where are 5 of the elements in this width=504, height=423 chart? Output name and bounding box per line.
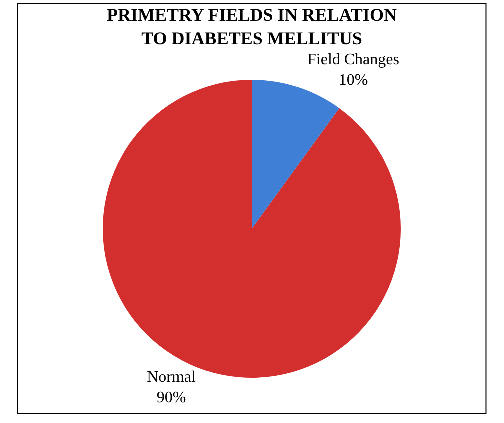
data-label: 90% bbox=[156, 390, 186, 407]
slice-label: Field Changes bbox=[307, 51, 400, 68]
chart-title: PRIMETRY FIELDS IN RELATION TO DIABETES MELLITUS bbox=[107, 5, 397, 49]
data-label: 10% bbox=[338, 72, 368, 90]
slice-label: Normal bbox=[147, 368, 197, 386]
